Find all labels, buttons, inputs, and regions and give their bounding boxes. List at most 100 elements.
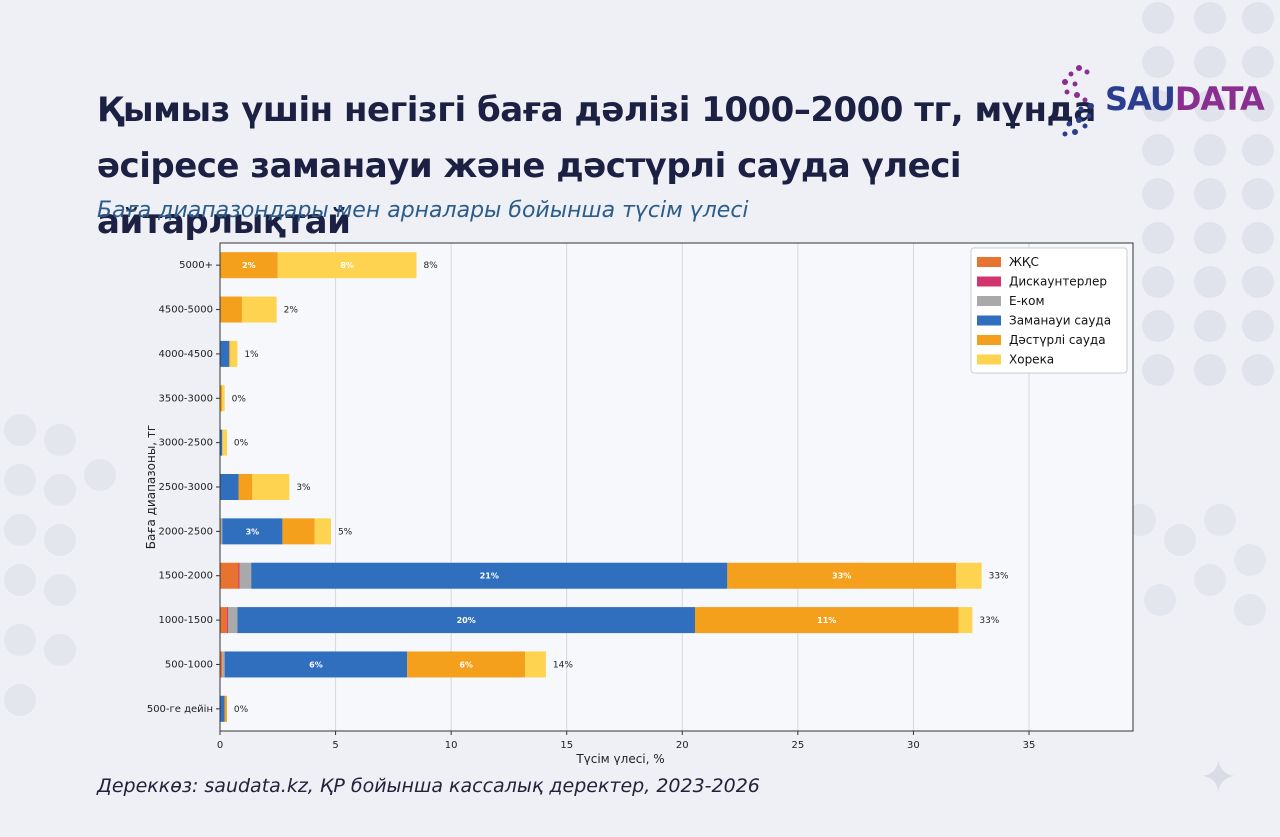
bar-segment: [727, 562, 957, 589]
bar-segment: [230, 340, 238, 367]
logo-wordmark: SAUDATA: [1105, 80, 1265, 118]
bar-data-label: 8%: [340, 261, 354, 270]
bg-dot: [1242, 46, 1274, 78]
y-tick-label: 500-1000: [165, 659, 213, 670]
x-tick-label: 35: [1023, 740, 1036, 751]
x-tick-label: 15: [560, 740, 573, 751]
y-tick-label: 3500-3000: [158, 393, 213, 404]
logo-part-1: SAU: [1105, 80, 1176, 118]
bg-dot: [4, 414, 36, 446]
bg-dot: [1142, 310, 1174, 342]
bar-segment: [220, 518, 223, 545]
bar-segment: [220, 296, 242, 323]
bg-dot: [1194, 90, 1226, 122]
y-axis-label: Баға диапазоны, тг: [144, 425, 158, 549]
bg-dot: [1242, 134, 1274, 166]
x-tick-label: 10: [445, 740, 458, 751]
legend-label: ЖҚС: [1009, 255, 1039, 269]
y-tick-label: 1500-2000: [158, 571, 213, 582]
x-tick-label: 25: [791, 740, 804, 751]
bar-data-label: 3%: [246, 527, 260, 536]
bar-segment: [220, 429, 223, 456]
total-label: 0%: [232, 394, 247, 404]
bg-dot: [44, 574, 76, 606]
bg-dot: [1242, 354, 1274, 386]
y-tick-label: 5000+: [179, 260, 213, 271]
bg-dot: [1142, 134, 1174, 166]
bar-segment: [220, 562, 239, 589]
bar-segment: [226, 607, 229, 634]
y-tick-label: 2000-2500: [158, 526, 213, 537]
bar-segment: [220, 252, 278, 279]
bar-segment: [220, 385, 223, 412]
total-label: 3%: [296, 483, 311, 493]
source-note: Дереккөз: saudata.kz, ҚР бойынша кассалы…: [97, 775, 760, 797]
bar-segment: [958, 607, 973, 634]
bg-dot: [1242, 222, 1274, 254]
legend-swatch: [977, 276, 1001, 287]
bg-dot: [1142, 354, 1174, 386]
total-label: 0%: [234, 439, 249, 449]
bar-segment: [252, 474, 290, 500]
bg-dot: [1142, 222, 1174, 254]
y-tick-label: 4000-4500: [158, 349, 213, 360]
bar-data-label: 6%: [309, 660, 323, 669]
page-title: Қымыз үшін негізгі баға дәлізі 1000–2000…: [97, 82, 1157, 250]
bg-dot: [1242, 2, 1274, 34]
bar-segment: [956, 562, 982, 589]
bg-dot: [1142, 178, 1174, 210]
bg-dot: [4, 624, 36, 656]
bg-dot: [1142, 90, 1174, 122]
bg-dot: [1194, 178, 1226, 210]
total-label: 0%: [234, 705, 249, 715]
x-tick-label: 5: [332, 740, 338, 751]
bar-segment: [407, 651, 526, 678]
chart-subtitle: Баға диапазондары мен арналары бойынша т…: [97, 198, 749, 223]
total-label: 5%: [338, 527, 353, 537]
stacked-bar-chart: 0 5 10 15 20 25 30 35 2% 8% 8% 5000+ 2% 4500-5000 1% 40…: [144, 242, 1134, 765]
bar-data-label: 11%: [817, 616, 836, 625]
legend-label: Заманауи сауда: [1009, 314, 1111, 328]
plot-frame: [219, 242, 1134, 732]
bar-segment: [220, 607, 227, 634]
total-label: 8%: [423, 261, 438, 271]
title-line-1: Қымыз үшін негізгі баға дәлізі 1000–2000…: [97, 90, 1096, 130]
logo-mark-icon: [1062, 65, 1094, 137]
legend-swatch: [977, 315, 1001, 326]
bg-dot: [1204, 504, 1236, 536]
legend-swatch: [977, 335, 1001, 345]
bar-segment: [224, 651, 408, 678]
bar-segment: [222, 429, 227, 456]
bg-dot: [1234, 594, 1266, 626]
bg-dot: [1194, 310, 1226, 342]
total-label: 2%: [284, 306, 299, 316]
bg-dot: [1142, 2, 1174, 34]
bar-data-label: 2%: [242, 261, 256, 270]
bg-dot: [44, 474, 76, 506]
bar-segment: [220, 695, 225, 722]
bg-dot: [1242, 310, 1274, 342]
total-label: 14%: [553, 660, 573, 670]
bg-dot: [1242, 90, 1274, 122]
title-line-2: әсіресе заманауи және дәстүрлі сауда үле…: [97, 146, 962, 242]
bg-dot: [1194, 266, 1226, 298]
logo-part-2: DATA: [1174, 80, 1265, 118]
bar-segment: [220, 340, 230, 367]
bg-dot: [1144, 584, 1176, 616]
bar-data-label: 6%: [459, 660, 473, 669]
bg-dot: [84, 459, 116, 491]
legend: ЖҚС Дискаунтерлер Е-ком Заманауи сауда Дәстү…: [970, 247, 1128, 374]
bg-dot: [1242, 266, 1274, 298]
legend-swatch: [977, 257, 1001, 267]
bar-segment: [229, 340, 231, 367]
y-tick-label: 500-ге дейін: [147, 703, 213, 715]
bar-segment: [251, 562, 728, 589]
bar-segment: [239, 562, 252, 589]
sparkle-icon: ✦: [1200, 753, 1237, 802]
legend-swatch: [977, 296, 1001, 306]
bg-dot: [44, 424, 76, 456]
y-tick-label: 2500-3000: [158, 482, 213, 493]
bg-dot: [1142, 46, 1174, 78]
bg-dot: [4, 464, 36, 496]
x-tick-label: 20: [676, 740, 689, 751]
